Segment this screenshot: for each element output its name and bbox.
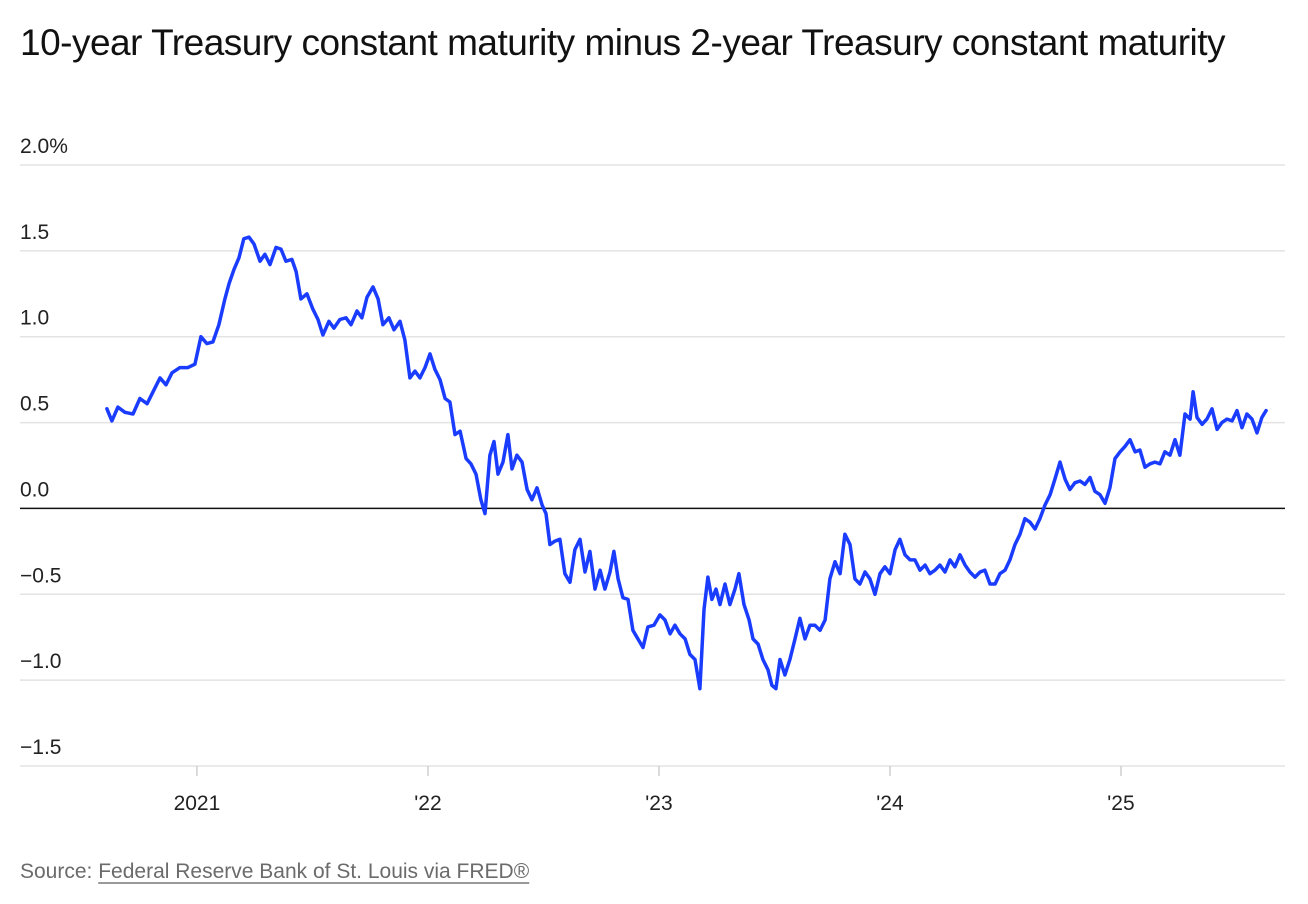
y-tick-label: −1.0 [20, 650, 61, 673]
y-tick-label: 0.5 [20, 393, 49, 416]
chart-title: 10-year Treasury constant maturity minus… [20, 22, 1226, 63]
x-tick-label: '23 [645, 792, 672, 815]
y-tick-label: −1.5 [20, 736, 61, 759]
x-tick-label: 2021 [174, 792, 221, 815]
source-label: Source: [20, 860, 93, 883]
y-tick-label: 0.0 [20, 478, 49, 501]
source: Source: Federal Reserve Bank of St. Loui… [20, 860, 529, 884]
x-tick-label: '25 [1107, 792, 1134, 815]
data-line [105, 235, 1268, 691]
x-tick-label: '22 [414, 792, 441, 815]
y-tick-label: −0.5 [20, 564, 61, 587]
y-tick-label: 1.0 [20, 307, 49, 330]
source-link[interactable]: Federal Reserve Bank of St. Louis via FR… [98, 860, 530, 883]
x-tick-label: '24 [876, 792, 904, 815]
y-tick-label: 2.0% [20, 135, 68, 158]
y-tick-label: 1.5 [20, 221, 49, 244]
